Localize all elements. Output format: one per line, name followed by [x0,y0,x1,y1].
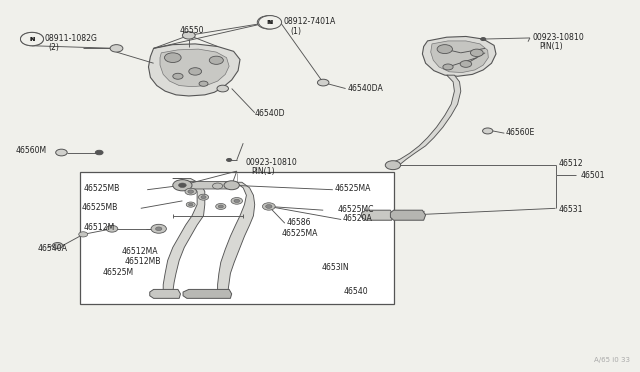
Text: (2): (2) [48,43,59,52]
Circle shape [106,225,118,232]
Text: 08911-1082G: 08911-1082G [45,34,98,43]
Circle shape [198,194,209,200]
Text: PIN(1): PIN(1) [252,167,275,176]
Polygon shape [431,41,488,73]
Circle shape [56,149,67,156]
Text: 46512M: 46512M [83,223,115,232]
Circle shape [483,128,493,134]
Circle shape [212,183,223,189]
Text: 46525MB: 46525MB [83,185,120,193]
Circle shape [209,56,223,64]
Text: 46540: 46540 [344,287,368,296]
Text: (1): (1) [290,27,301,36]
Circle shape [259,16,282,29]
Text: 46550: 46550 [180,26,204,35]
Polygon shape [218,182,255,294]
Circle shape [189,68,202,75]
Circle shape [443,64,453,70]
Text: 46560M: 46560M [16,146,47,155]
Circle shape [188,203,193,206]
Circle shape [185,188,196,195]
Text: 46560E: 46560E [506,128,535,137]
Text: 46540D: 46540D [255,109,285,118]
Text: 46501: 46501 [580,171,605,180]
Circle shape [231,198,243,204]
Text: PIN(1): PIN(1) [539,42,563,51]
Text: 00923-10810: 00923-10810 [532,33,584,42]
Polygon shape [150,289,180,298]
Polygon shape [148,44,240,96]
Text: A/65 i0 33: A/65 i0 33 [595,357,630,363]
Text: 46525M: 46525M [102,268,134,277]
Circle shape [257,16,280,29]
Text: N: N [29,36,35,42]
Text: 46512: 46512 [558,159,582,168]
Text: N: N [29,36,35,42]
Circle shape [470,49,483,57]
Text: N: N [266,20,271,25]
Circle shape [156,227,162,231]
Text: 46525MA: 46525MA [282,229,318,238]
Text: 4653IN: 4653IN [321,263,349,272]
Circle shape [173,180,192,191]
Text: 46540DA: 46540DA [348,84,383,93]
Circle shape [188,190,193,193]
Text: N: N [268,20,273,25]
Circle shape [218,205,223,208]
Polygon shape [390,75,461,166]
Circle shape [266,205,272,208]
Text: 46512MA: 46512MA [122,247,158,256]
Polygon shape [362,210,393,220]
Polygon shape [178,182,229,189]
Circle shape [79,232,88,237]
Circle shape [385,161,401,170]
Circle shape [227,158,232,161]
Polygon shape [183,289,232,298]
Text: 00923-10810: 00923-10810 [245,158,297,167]
Circle shape [164,53,181,62]
Circle shape [95,150,103,155]
Text: 46531: 46531 [558,205,582,214]
Circle shape [216,203,226,209]
Text: 46586: 46586 [287,218,311,227]
Circle shape [110,45,123,52]
Polygon shape [390,210,426,220]
Circle shape [20,32,44,46]
Circle shape [224,181,239,190]
Text: 46512MB: 46512MB [125,257,161,266]
Polygon shape [163,179,205,294]
Circle shape [182,32,195,39]
Circle shape [52,243,63,248]
Circle shape [199,81,208,86]
Text: 46520A: 46520A [342,214,372,223]
Circle shape [20,32,44,46]
Polygon shape [160,49,229,87]
Circle shape [217,85,228,92]
Circle shape [186,202,195,207]
Circle shape [151,224,166,233]
Text: 46540A: 46540A [37,244,67,253]
Circle shape [460,61,472,67]
Polygon shape [422,36,496,76]
Text: 46525MA: 46525MA [335,185,371,193]
Circle shape [201,196,206,199]
Circle shape [262,203,275,210]
Circle shape [317,79,329,86]
Text: 46525MC: 46525MC [337,205,374,214]
Circle shape [173,73,183,79]
Circle shape [234,199,240,202]
Bar [80,172,394,304]
Circle shape [437,45,452,54]
Circle shape [481,38,486,41]
Text: 46525MB: 46525MB [82,203,118,212]
Circle shape [179,183,186,187]
Text: 08912-7401A: 08912-7401A [284,17,336,26]
